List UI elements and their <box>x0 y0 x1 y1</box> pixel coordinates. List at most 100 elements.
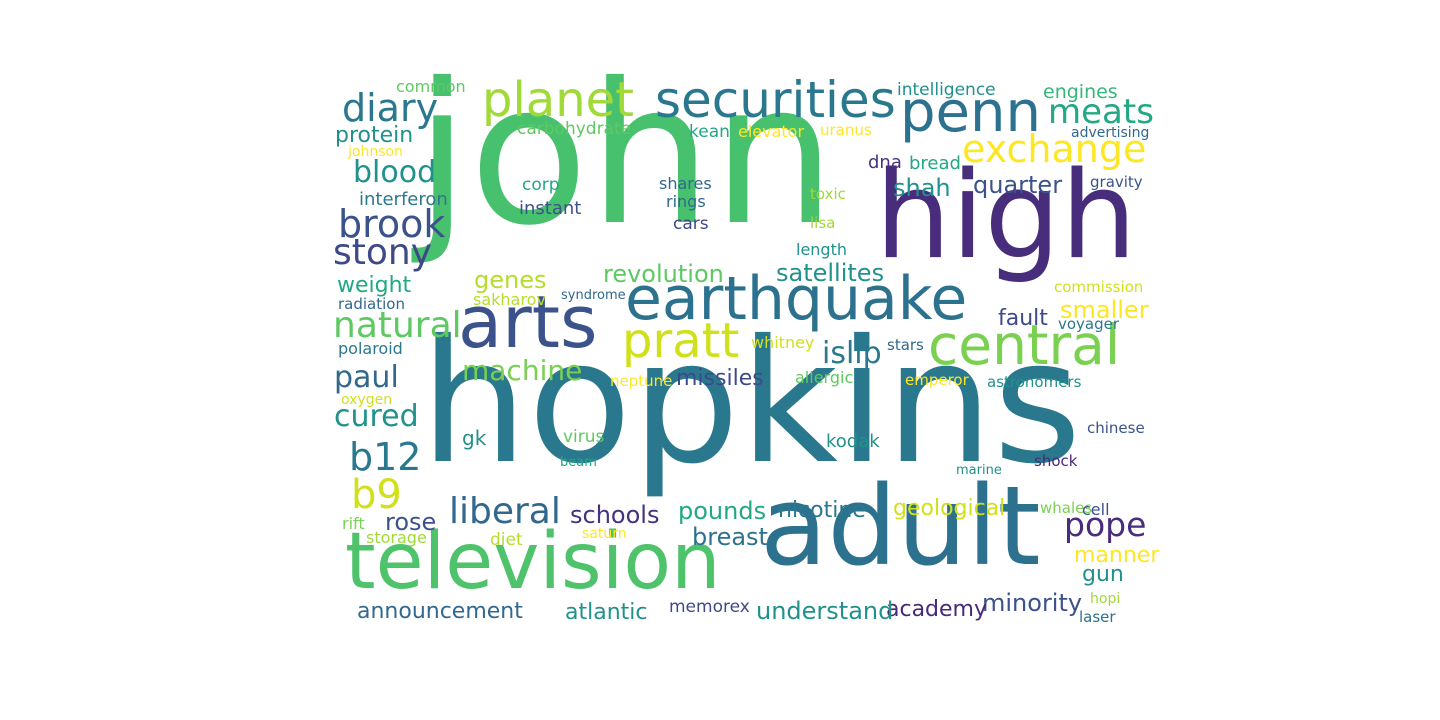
word-securities: securities <box>655 71 896 129</box>
word-whitney: whitney <box>751 333 815 353</box>
word-missiles: missiles <box>676 366 764 392</box>
word-breast: breast <box>692 522 768 551</box>
word-kodak: kodak <box>826 431 880 453</box>
word-beam: beam <box>560 455 597 471</box>
word-rift: rift <box>342 514 365 534</box>
word-whales: whales <box>1040 498 1093 517</box>
word-brook: brook <box>338 201 446 246</box>
word-john: john <box>415 41 836 269</box>
word-gravity: gravity <box>1090 172 1143 191</box>
word-machine: machine <box>462 353 583 387</box>
word-genes: genes <box>474 265 547 294</box>
word-interferon: interferon <box>359 189 448 211</box>
word-quarter: quarter <box>973 170 1063 199</box>
word-emperor: emperor <box>905 370 969 389</box>
word-common: common <box>396 77 466 97</box>
word-atlantic: atlantic <box>565 600 648 626</box>
word-islip: islip <box>822 336 882 372</box>
word-diet: diet <box>490 530 523 551</box>
word-penn: penn <box>900 79 1041 145</box>
word-oxygen: oxygen <box>341 391 393 408</box>
word-adult: adult <box>760 461 1041 590</box>
word-allergic: allergic <box>795 368 854 388</box>
word-planet: planet <box>482 72 634 129</box>
word-sakharov: sakharov <box>473 290 546 310</box>
word-pounds: pounds <box>678 496 767 525</box>
word-stars: stars <box>887 335 924 354</box>
word-lisa: lisa <box>810 213 836 232</box>
word-storage: storage <box>366 528 427 548</box>
word-natural: natural <box>333 305 462 347</box>
word-saturn: saturn <box>582 525 627 542</box>
word-protein: protein <box>335 123 414 149</box>
word-nicotine: nicotine <box>778 498 866 524</box>
word-high: high <box>875 146 1137 286</box>
word-shares: shares <box>659 174 712 194</box>
word-virus: virus <box>563 427 605 448</box>
word-b12: b12 <box>349 434 422 479</box>
word-television: television <box>345 516 721 607</box>
word-rings: rings <box>666 192 706 212</box>
word-gun: gun <box>1082 562 1124 588</box>
word-dna: dna <box>868 152 902 174</box>
word-neptune: neptune <box>610 371 673 390</box>
word-pope: pope <box>1064 504 1147 544</box>
word-carbohydrate: carbohydrate <box>517 119 632 140</box>
word-academy: academy <box>886 597 988 623</box>
word-diary: diary <box>342 85 439 130</box>
word-pratt: pratt <box>622 313 740 370</box>
word-voyager: voyager <box>1058 314 1120 333</box>
word-weight: weight <box>337 273 412 299</box>
word-earthquake: earthquake <box>625 263 968 334</box>
word-shock: shock <box>1034 451 1078 470</box>
word-astronomers: astronomers <box>987 372 1082 391</box>
word-kean: kean <box>689 122 730 143</box>
word-minority: minority <box>982 588 1083 617</box>
word-laser: laser <box>1079 607 1116 626</box>
word-polaroid: polaroid <box>338 339 403 359</box>
word-johnson: johnson <box>348 143 403 160</box>
word-radiation: radiation <box>338 294 405 313</box>
word-blood: blood <box>353 155 437 191</box>
word-fault: fault <box>998 306 1048 332</box>
word-exchange: exchange <box>962 126 1147 171</box>
word-hopkins: hopkins <box>420 303 1082 502</box>
word-schools: schools <box>570 500 660 529</box>
word-b9: b9 <box>351 472 402 519</box>
word-elevator: elevator <box>738 122 805 142</box>
word-hopi: hopi <box>1090 590 1121 607</box>
word-satellites: satellites <box>776 258 885 287</box>
word-engines: engines <box>1043 80 1118 103</box>
word-liberal: liberal <box>449 491 561 533</box>
word-revolution: revolution <box>603 259 724 288</box>
word-commission: commission <box>1054 277 1144 296</box>
word-corp: corp <box>522 175 560 196</box>
word-manner: manner <box>1074 543 1160 569</box>
word-toxic: toxic <box>810 184 846 203</box>
word-syndrome: syndrome <box>561 288 626 304</box>
word-geological: geological <box>893 496 1006 522</box>
word-rose: rose <box>385 507 437 536</box>
word-advertising: advertising <box>1071 124 1150 141</box>
word-central: central <box>928 312 1121 377</box>
word-length: length <box>796 240 847 260</box>
word-paul: paul <box>334 360 399 396</box>
word-intelligence: intelligence <box>897 80 996 101</box>
word-gk: gk <box>462 425 487 450</box>
word-cell: cell <box>1082 500 1110 520</box>
word-cars: cars <box>673 214 709 235</box>
word-chinese: chinese <box>1087 418 1145 437</box>
word-smaller: smaller <box>1060 295 1149 324</box>
word-bread: bread <box>909 153 961 175</box>
word-stony: stony <box>333 232 433 274</box>
word-arts: arts <box>458 280 598 365</box>
word-meats: meats <box>1048 91 1154 132</box>
word-uranus: uranus <box>820 120 872 139</box>
word-shah: shah <box>893 173 951 202</box>
word-memorex: memorex <box>669 597 750 618</box>
word-announcement: announcement <box>357 599 523 625</box>
word-understand: understand <box>756 596 894 625</box>
word-marine: marine <box>956 463 1002 479</box>
word-instant: instant <box>519 198 582 220</box>
